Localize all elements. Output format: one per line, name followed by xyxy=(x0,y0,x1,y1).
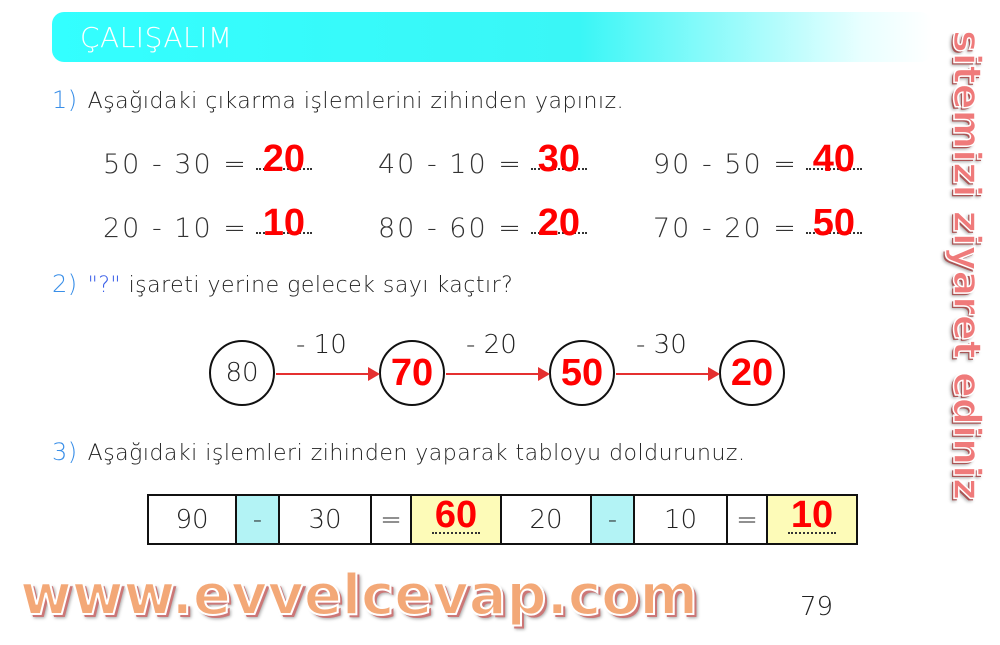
arrow-icon xyxy=(446,367,550,381)
expr: 50 - 30 = xyxy=(103,149,248,180)
answer: 20 xyxy=(262,138,305,180)
expr: 20 - 10 = xyxy=(103,213,248,244)
cell-answer: 60 xyxy=(410,494,502,545)
answer: 50 xyxy=(560,352,604,394)
cell-answer: 10 xyxy=(766,494,858,545)
answer: 70 xyxy=(390,352,434,394)
answer-blank: 30 xyxy=(530,134,587,180)
question-number: 1) xyxy=(52,86,78,114)
number-circle: 80 xyxy=(209,340,275,406)
expr: 90 - 50 = xyxy=(653,149,798,180)
equation: 50 - 30 = 20 xyxy=(103,134,312,180)
section-title: ÇALIŞALIM xyxy=(80,21,233,54)
watermark-visit: sitemizi ziyaret ediniz xyxy=(944,29,990,501)
cell-equals: = xyxy=(370,494,412,545)
answer: 60 xyxy=(434,494,478,536)
question-text: Aşağıdaki işlemleri zihinden yaparak tab… xyxy=(87,441,746,466)
answer-blank: 20 xyxy=(255,134,312,180)
arrow-icon xyxy=(276,367,380,381)
number-circle: 50 xyxy=(549,340,615,406)
start-value: 80 xyxy=(225,358,259,388)
answer: 40 xyxy=(812,138,855,180)
equation: 40 - 10 = 30 xyxy=(378,134,587,180)
equation: 70 - 20 = 50 xyxy=(653,198,862,244)
page-number: 79 xyxy=(800,592,834,622)
cell-equals: = xyxy=(726,494,768,545)
expr: 80 - 60 = xyxy=(378,213,523,244)
equation: 80 - 60 = 20 xyxy=(378,198,587,244)
watermark-url: www.evvelcevap.com xyxy=(19,563,699,628)
section-header: ÇALIŞALIM xyxy=(52,12,932,62)
equation: 20 - 10 = 10 xyxy=(103,198,312,244)
expr: 40 - 10 = xyxy=(378,149,523,180)
question-number: 3) xyxy=(52,438,78,466)
answer: 30 xyxy=(537,138,580,180)
step-label: - 10 xyxy=(296,330,347,360)
answer-blank: 50 xyxy=(805,198,862,244)
number-circle: 20 xyxy=(719,340,785,406)
question-text: Aşağıdaki çıkarma işlemlerini zihinden y… xyxy=(87,89,625,114)
question-3: 3) Aşağıdaki işlemleri zihinden yaparak t… xyxy=(52,438,745,466)
step-label: - 20 xyxy=(466,330,517,360)
arrow-icon xyxy=(616,367,720,381)
cell: 10 xyxy=(633,494,728,545)
question-mark-symbol: "?" xyxy=(87,273,122,298)
answer-blank: 40 xyxy=(805,134,862,180)
answer: 50 xyxy=(812,202,855,244)
equation: 90 - 50 = 40 xyxy=(653,134,862,180)
cell-operator: - xyxy=(590,494,635,545)
answer-blank: 10 xyxy=(255,198,312,244)
answer: 20 xyxy=(730,352,774,394)
question-2: 2) "?" işareti yerine gelecek sayı kaçtır… xyxy=(52,270,513,298)
expr: 70 - 20 = xyxy=(653,213,798,244)
answer-blank: 20 xyxy=(530,198,587,244)
cell: 20 xyxy=(500,494,592,545)
cell-operator: - xyxy=(235,494,280,545)
answer: 10 xyxy=(262,202,305,244)
answer: 10 xyxy=(790,494,834,536)
step-label: - 30 xyxy=(636,330,687,360)
question-1: 1) Aşağıdaki çıkarma işlemlerini zihinden… xyxy=(52,86,624,114)
cell: 30 xyxy=(278,494,372,545)
answer: 20 xyxy=(537,202,580,244)
question-number: 2) xyxy=(52,270,78,298)
operation-table: 90 - 30 = 60 20 - 10 = 10 xyxy=(147,494,858,545)
cell: 90 xyxy=(147,494,237,545)
number-circle: 70 xyxy=(379,340,445,406)
question-text: işareti yerine gelecek sayı kaçtır? xyxy=(128,273,514,298)
